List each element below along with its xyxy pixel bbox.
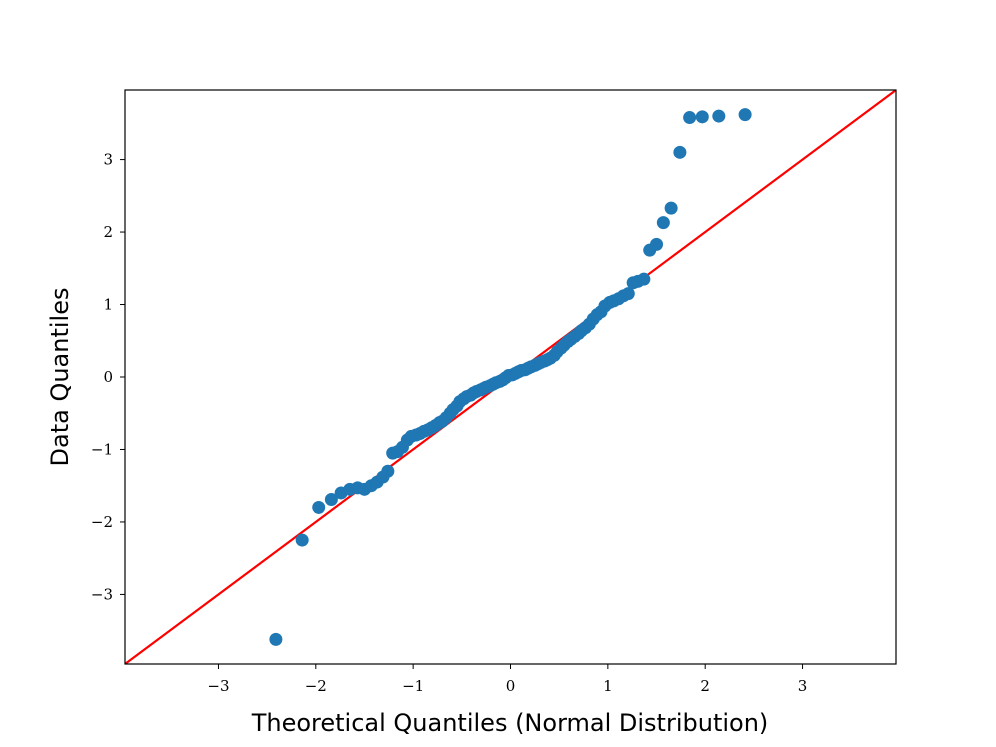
scatter-points — [269, 108, 752, 646]
x-axis-label: Theoretical Quantiles (Normal Distributi… — [251, 709, 769, 737]
y-tick-label: 2 — [103, 223, 113, 241]
x-tick-label: −3 — [207, 677, 229, 695]
x-tick-label: −1 — [402, 677, 424, 695]
data-point — [673, 145, 687, 159]
data-point — [312, 500, 326, 514]
data-point — [621, 287, 635, 301]
data-point — [664, 201, 678, 215]
y-axis-label: Data Quantiles — [46, 288, 74, 467]
data-point — [295, 533, 309, 547]
data-point — [269, 632, 283, 646]
x-tick-label: 3 — [798, 677, 808, 695]
data-point — [324, 492, 338, 506]
y-tick-label: 1 — [103, 296, 113, 314]
y-tick-label: −1 — [91, 440, 113, 458]
plot-area — [125, 90, 896, 664]
data-point — [656, 216, 670, 230]
x-tick-label: 2 — [700, 677, 710, 695]
x-tick-label: 0 — [506, 677, 516, 695]
data-point — [695, 110, 709, 124]
data-point — [650, 237, 664, 251]
y-tick-label: 0 — [103, 368, 113, 386]
y-tick-label: −2 — [91, 513, 113, 531]
x-tick-label: 1 — [603, 677, 613, 695]
data-point — [738, 108, 752, 122]
y-axis-ticks: −3 −2 −1 0 1 2 3 — [91, 151, 125, 603]
data-point — [683, 111, 697, 125]
data-point — [712, 109, 726, 123]
x-axis-ticks: −3 −2 −1 0 1 2 3 — [207, 664, 807, 695]
x-tick-label: −2 — [305, 677, 327, 695]
data-point — [637, 272, 651, 286]
y-tick-label: 3 — [103, 151, 113, 169]
data-point — [381, 464, 395, 478]
y-tick-label: −3 — [91, 585, 113, 603]
